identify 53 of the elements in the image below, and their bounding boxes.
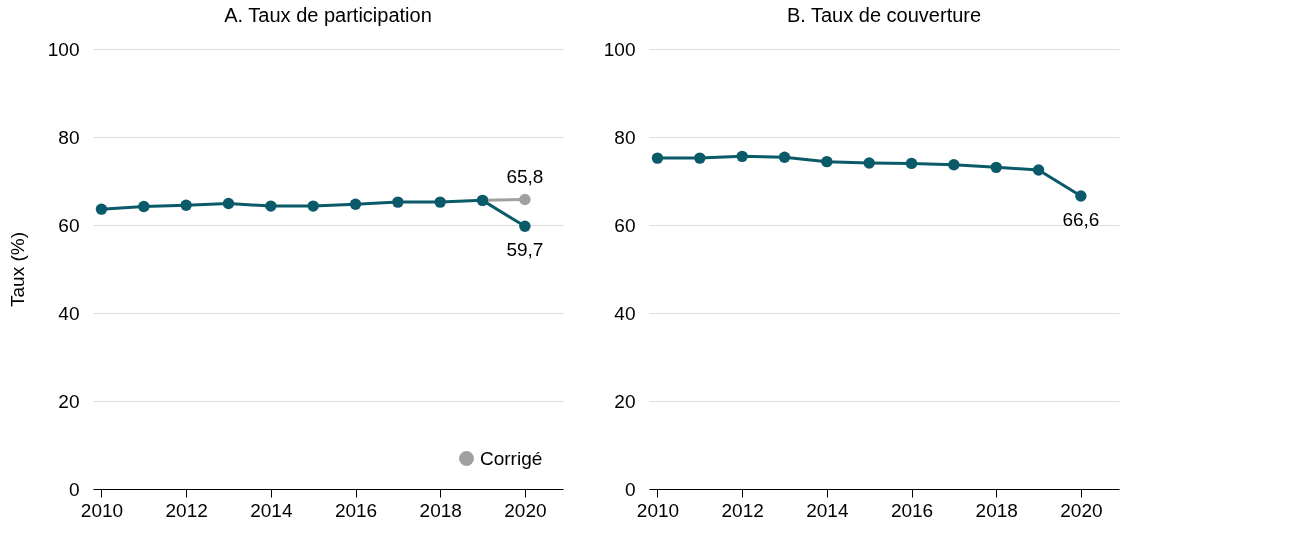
y-tick-label: 0 [624, 478, 636, 500]
y-tick-label: 80 [614, 126, 636, 148]
y-tick-label: 100 [603, 38, 636, 60]
point [519, 220, 531, 233]
point [948, 159, 960, 171]
y-tick-label: 20 [58, 390, 80, 412]
y-tick-label: 60 [614, 214, 636, 236]
y-tick-label: 60 [58, 214, 80, 236]
y-axis-title: Taux (%) [6, 232, 28, 307]
y-tick-label: 20 [614, 390, 636, 412]
data-label: 66,6 [1062, 208, 1100, 230]
x-tick-label: 2020 [1060, 499, 1103, 521]
point [392, 196, 404, 208]
point [778, 151, 791, 163]
x-tick-label: 2010 [80, 499, 124, 521]
point [519, 193, 531, 206]
point [863, 157, 875, 169]
point [265, 200, 277, 212]
y-tick-label: 80 [58, 126, 80, 148]
x-tick-label: 2014 [250, 499, 293, 521]
point [736, 150, 748, 163]
point [180, 199, 192, 211]
x-tick-label: 2014 [806, 499, 849, 521]
y-tick-label: 100 [47, 38, 80, 60]
x-tick-label: 2010 [636, 499, 680, 521]
x-tick-label: 2020 [504, 499, 547, 521]
y-tick-label: 0 [68, 478, 80, 500]
point [138, 200, 150, 213]
x-tick-label: 2016 [334, 499, 378, 521]
point [694, 152, 706, 164]
point [821, 155, 833, 168]
legend-label: Corrigé [480, 447, 543, 469]
point [1075, 190, 1087, 202]
y-tick-label: 40 [58, 302, 80, 324]
point [990, 161, 1002, 174]
point [651, 152, 664, 164]
chart-title: A. Taux de participation [224, 4, 432, 26]
x-tick-label: 2012 [721, 499, 764, 521]
point [905, 157, 918, 170]
point [349, 198, 362, 211]
point [95, 203, 108, 215]
point [222, 197, 235, 210]
data-label: 65,8 [506, 166, 544, 188]
x-tick-label: 2018 [975, 499, 1018, 521]
x-tick-label: 2016 [890, 499, 934, 521]
x-tick-label: 2012 [165, 499, 208, 521]
x-tick-label: 2018 [419, 499, 462, 521]
y-tick-label: 40 [614, 302, 636, 324]
point [434, 196, 446, 208]
point [1032, 164, 1045, 176]
chart-title: B. Taux de couverture [786, 4, 982, 26]
data-label: 59,7 [506, 239, 544, 261]
point [307, 200, 319, 212]
